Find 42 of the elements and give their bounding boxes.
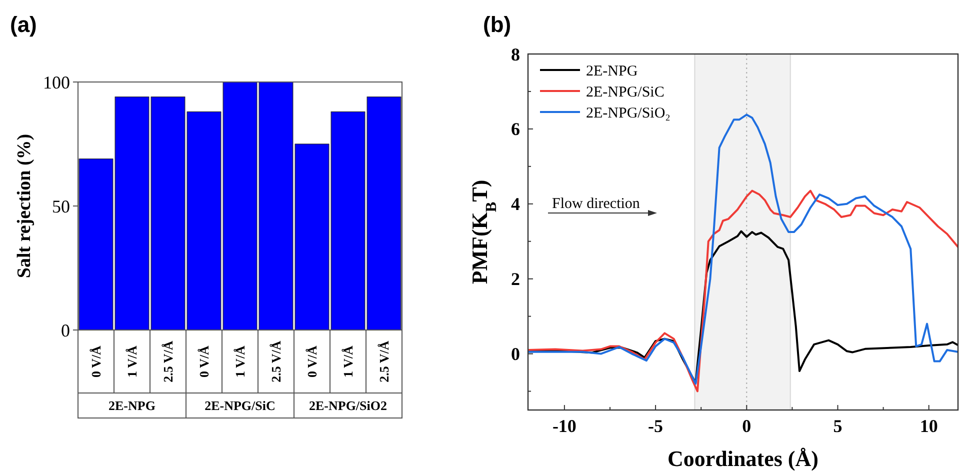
y-tick-label: 2 xyxy=(511,269,520,290)
x-tick-label: 5 xyxy=(833,416,842,436)
x-tick-label: 10 xyxy=(920,416,938,436)
x-tick-label: 0 xyxy=(742,416,752,436)
bar xyxy=(186,111,222,330)
x-tick-label: -10 xyxy=(552,416,576,436)
bar xyxy=(114,96,150,330)
bar xyxy=(78,158,114,330)
x-axis-title: Coordinates (Å) xyxy=(668,446,818,471)
bar xyxy=(366,96,402,330)
legend-label: 2E-NPG/SiC xyxy=(586,84,664,100)
annotation: Flow direction xyxy=(552,196,640,212)
chart-title: (b) xyxy=(483,12,512,37)
chart-title: (a) xyxy=(10,12,37,37)
bar xyxy=(330,111,366,330)
y-tick-label: 100 xyxy=(43,72,70,92)
y-tick-label: 6 xyxy=(511,119,520,140)
x-tick-label: 0 V/Å xyxy=(196,344,212,378)
x-tick-label: 0 V/Å xyxy=(88,344,104,378)
x-tick-label: 1 V/Å xyxy=(340,344,356,378)
line-series xyxy=(528,190,958,392)
x-tick-label: 2.5 V/Å xyxy=(268,340,284,382)
y-tick-label: 8 xyxy=(511,44,520,64)
x-tick-label: 0 V/Å xyxy=(304,344,320,378)
bar xyxy=(222,82,258,330)
y-tick-label: 0 xyxy=(61,320,70,340)
legend-label: 2E-NPG xyxy=(586,63,638,80)
x-tick-label: 1 V/Å xyxy=(232,344,248,378)
legend-label: 2E-NPG/SiO₂ xyxy=(586,105,670,122)
y-axis-title: Salt rejection (%) xyxy=(14,134,35,278)
text: 2E-NPG/SiO2 xyxy=(308,398,388,414)
x-tick-label: -5 xyxy=(648,416,664,436)
y-tick-label: 4 xyxy=(511,194,520,214)
text: 2E-NPG xyxy=(108,398,156,414)
x-tick-label: 2.5 V/Å xyxy=(160,340,176,382)
text: 2E-NPG/SiC xyxy=(204,398,276,414)
x-tick-label: 2.5 V/Å xyxy=(376,340,392,382)
y-tick-label: 50 xyxy=(52,196,70,216)
bar xyxy=(258,82,294,330)
x-tick-label: 1 V/Å xyxy=(124,344,140,378)
bar xyxy=(294,144,330,330)
bar xyxy=(150,96,186,330)
